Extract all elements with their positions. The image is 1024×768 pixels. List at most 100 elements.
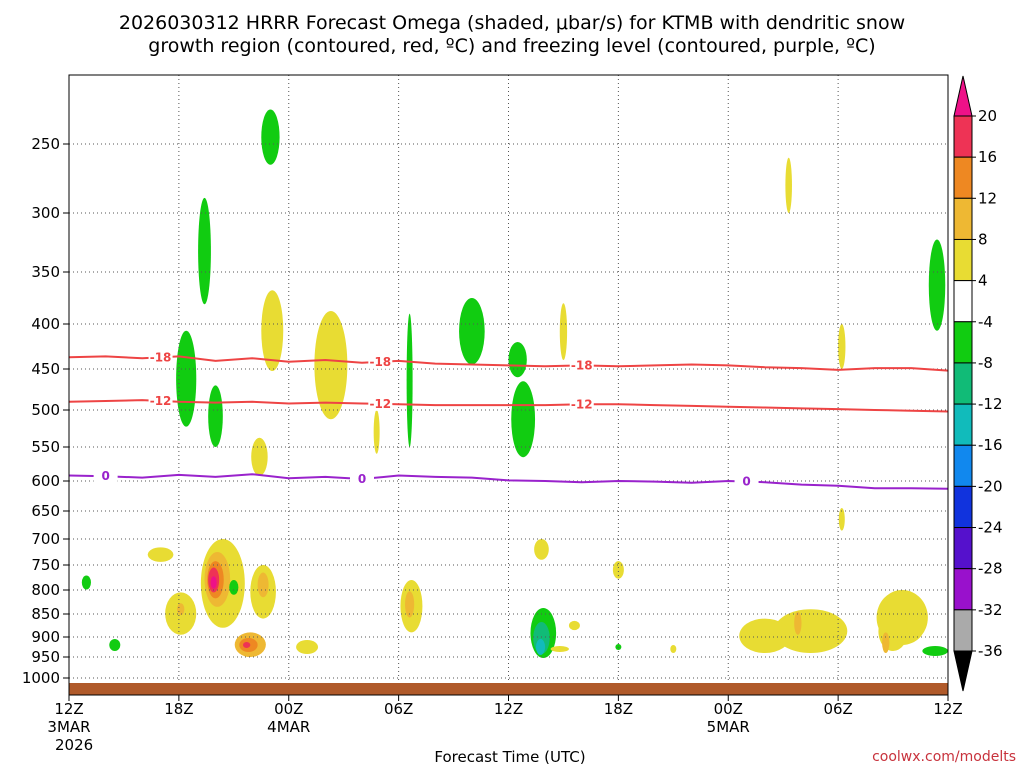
omega-region-neg8 [922,646,948,656]
x-tick-label: 06Z [823,700,852,718]
y-tick-label: 1000 [22,669,60,687]
colorbar-label: -28 [978,560,1003,578]
x-tick-label: 18Z [604,700,633,718]
colorbar-segment [953,321,973,364]
omega-region-pos4 [612,561,624,579]
omega-region-pos4 [314,311,348,420]
omega-region-pos4 [739,618,791,653]
omega-region-neg16 [535,639,546,655]
omega-region-pos8 [177,603,185,616]
colorbar-label: 12 [978,189,997,207]
omega-region-pos8 [794,611,802,635]
colorbar-label: 4 [978,272,988,290]
colorbar-segment [953,362,973,405]
x-tick-date: 5MAR [707,718,750,736]
colorbar-label: -32 [978,601,1003,619]
omega-region-neg8 [109,639,121,651]
omega-region-neg8 [511,381,536,458]
isotherm-label: 0 [358,472,366,486]
x-axis-label: Forecast Time (UTC) [434,748,585,766]
colorbar-segment [953,197,973,240]
colorbar-label: -16 [978,436,1003,454]
colorbar-segment [953,238,973,282]
omega-region-neg8 [81,575,91,590]
isotherm-label-bg [569,358,594,373]
omega-region-pos8 [257,572,269,598]
omega-region-pos4 [534,539,549,560]
y-tick-label: 850 [31,605,60,623]
omega-region-pos8 [882,632,890,653]
omega-region-pos4 [785,157,792,213]
chart-title-line1: 2026030312 HRRR Forecast Omega (shaded, … [119,12,905,34]
y-axis-ticks: 250 300 350 400 450 500 550 600 650 700 750 800 850 9… [22,135,69,687]
isotherm-label-bg [569,397,594,412]
colorbar-label: -36 [978,642,1003,660]
colorbar-segment [953,568,973,611]
colorbar-segment [953,609,973,652]
isotherm-label: -12 [369,397,391,411]
x-tick-label: 18Z [164,700,193,718]
isotherm-label-bg [148,350,173,365]
isotherm-label: -18 [369,355,391,369]
colorbar-label: -12 [978,395,1003,413]
omega-region-neg8 [176,330,197,427]
isotherm-neg12 [68,399,949,413]
omega-region-pos4 [296,640,319,654]
colorbar-segment [953,115,973,158]
x-tick-label: 12Z [494,700,523,718]
colorbar-segment [953,403,973,446]
omega-region-pos4 [568,620,580,631]
omega-region-pos4 [838,324,846,369]
x-tick-label: 12Z [933,700,962,718]
y-tick-label: 950 [31,648,60,666]
isotherm-neg18 [68,355,949,372]
y-tick-label: 900 [31,628,60,646]
isotherm-label-bg [368,396,393,411]
omega-region-neg8 [459,298,485,365]
isotherm-label: -12 [150,394,172,408]
omega-region-pos4 [670,645,677,653]
omega-region-pos4 [251,437,268,476]
omega-region-pos4 [147,547,174,562]
y-tick-label: 700 [31,530,60,548]
x-tick-label: 00Z [714,700,743,718]
y-tick-label: 650 [31,502,60,520]
omega-region-neg8 [261,109,280,165]
colorbar-legend: 20 16 12 8 4 -4 -8 -12 -16 -20 -24 -28 -32 -36 [953,75,1003,692]
x-tick-year: 2026 [55,736,93,754]
y-tick-label: 250 [31,135,60,153]
colorbar-segment [953,527,973,570]
isotherm-label-bg [148,393,173,408]
ground-surface [69,683,948,695]
y-tick-label: 550 [31,438,60,456]
y-tick-label: 800 [31,581,60,599]
omega-region-pos4 [774,609,848,653]
colorbar-segment [953,485,973,529]
omega-region-pos8 [405,591,415,618]
x-tick-label: 06Z [384,700,413,718]
omega-region-neg8 [198,197,211,305]
isotherm-label: -18 [150,350,172,364]
credit-text: coolwx.com/modelts [872,749,1016,765]
x-tick-date: 3MAR [47,718,90,736]
colorbar-top-arrow [953,75,973,117]
isotherm-label-bg [350,471,374,486]
y-tick-label: 450 [31,360,60,378]
y-tick-label: 750 [31,556,60,574]
x-tick-label: 12Z [54,700,83,718]
omega-region-pos4 [373,410,380,454]
colorbar-label: 8 [978,230,988,248]
isotherm-label: -18 [571,358,593,372]
colorbar-segment [953,280,973,323]
colorbar-segment [953,156,973,199]
isotherm-label: 0 [742,475,750,489]
x-tick-date: 4MAR [267,718,310,736]
colorbar-label: 16 [978,148,997,166]
x-tick-label: 00Z [274,700,303,718]
omega-region-pos20 [210,576,217,589]
y-tick-label: 400 [31,315,60,333]
y-tick-label: 500 [31,401,60,419]
colorbar-label: -8 [978,354,993,372]
